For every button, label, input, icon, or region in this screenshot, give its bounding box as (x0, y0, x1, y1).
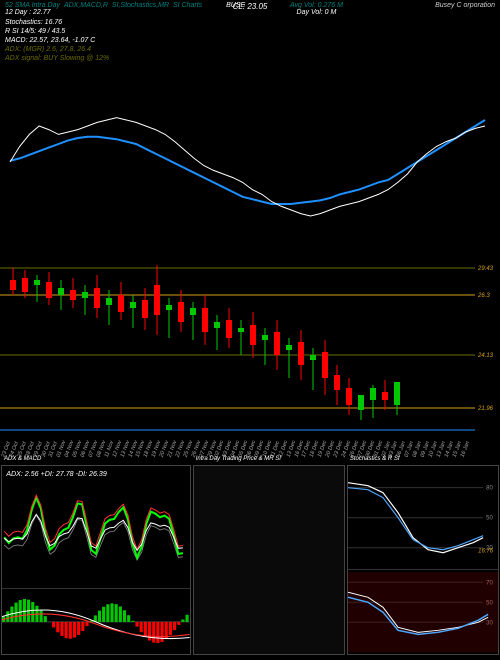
candlestick-chart: 29:43 26.3 24.13 21.96 (0, 260, 500, 430)
company-name: Busey C orporation (435, 2, 495, 9)
panel3-title: Stochastics & R SI (350, 456, 400, 462)
svg-text:26.3: 26.3 (477, 293, 490, 299)
main-line-chart (0, 70, 500, 220)
panel1-title: ADX & MACD (4, 456, 41, 462)
svg-text:16:76: 16:76 (478, 549, 494, 555)
day-vol: Day Vol: 0 M (290, 9, 343, 16)
svg-text:70: 70 (486, 581, 493, 587)
link-stoch[interactable]: SI,Stochastics,MR (112, 2, 169, 9)
svg-text:29:43: 29:43 (477, 266, 494, 272)
ind-adx: ADX: (MGR) 2.6, 27.8, 26.4 (5, 45, 109, 54)
ind-stoch: Stochastics: 16.76 (5, 18, 109, 27)
volume-info: Avg Vol: 0.276 M Day Vol: 0 M (290, 2, 343, 16)
indicators-block: Stochastics: 16.76 R SI 14/5: 49 / 43.5 … (5, 18, 109, 63)
ind-rsi: R SI 14/5: 49 / 43.5 (5, 27, 109, 36)
close-price: CL: 23.05 (233, 2, 268, 11)
avg-vol: Avg Vol: 0.276 M (290, 2, 343, 9)
link-sma[interactable]: 52 SMA Intra Day (5, 2, 60, 9)
svg-text:50: 50 (486, 601, 493, 607)
link-adx[interactable]: ADX,MACD,R (64, 2, 108, 9)
ind-macd: MACD: 22.57, 23.64, -1.07 C (5, 36, 109, 45)
panel-stochastics: Stochastics & R SI 80502016:76 705030 (347, 465, 499, 655)
panel-intraday: Intra Day Trading Price & MR SI (193, 465, 345, 655)
panel-adx-macd: ADX & MACD ADX: 2.56 +DI: 27.78 -DI: 26.… (1, 465, 191, 655)
date-axis: 23 Oct24 Oct25 Oct28 Oct29 Oct30 Oct31 O… (0, 432, 475, 458)
ind-adx-signal: ADX signal: BUY Slowing @ 12% (5, 54, 109, 63)
bottom-panels: ADX & MACD ADX: 2.56 +DI: 27.78 -DI: 26.… (0, 465, 500, 655)
svg-text:21.96: 21.96 (477, 406, 494, 412)
svg-text:50: 50 (486, 516, 493, 522)
svg-text:24.13: 24.13 (477, 353, 494, 359)
svg-text:30: 30 (486, 621, 493, 627)
chart-header: 52 SMA Intra Day ADX,MACD,R SI,Stochasti… (0, 0, 500, 54)
center-info: CL: 23.05 (233, 2, 268, 11)
svg-text:80: 80 (486, 486, 493, 492)
link-charts[interactable]: SI Charts (173, 2, 202, 9)
panel2-title: Intra Day Trading Price & MR SI (196, 456, 281, 462)
svg-text:ADX: 2.56 +DI: 27.78 -DI: 26: ADX: 2.56 +DI: 27.78 -DI: 26.39 (5, 470, 107, 478)
